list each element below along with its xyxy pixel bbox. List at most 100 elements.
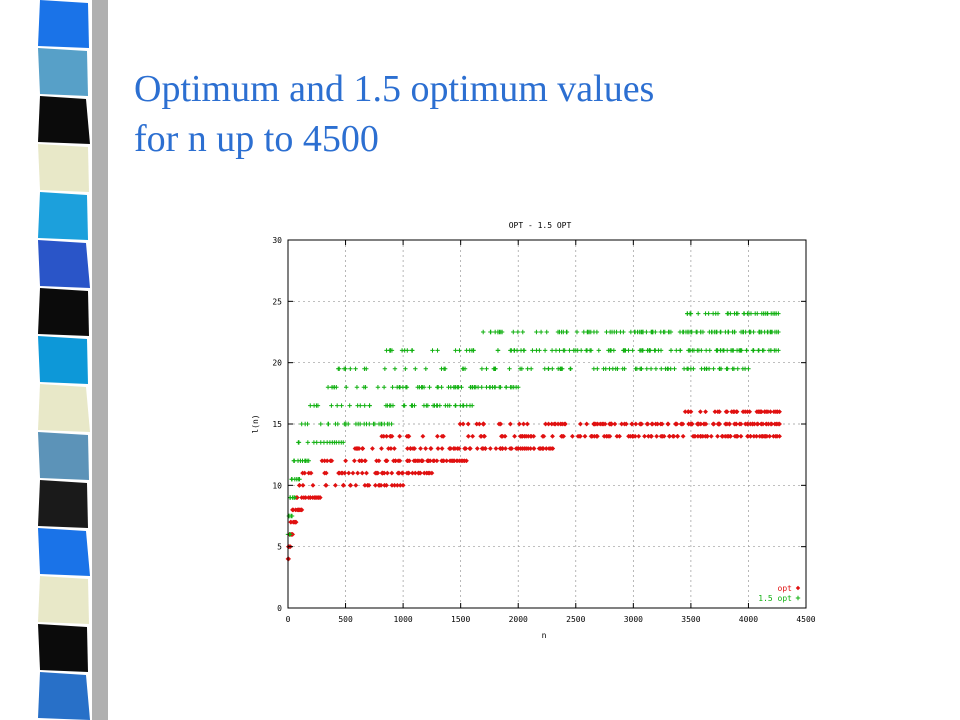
opt-1-5-point	[724, 366, 729, 371]
opt-1-5-point	[318, 421, 323, 427]
opt-1-5-point	[530, 348, 535, 353]
opt-1-5-point	[674, 348, 679, 353]
opt-point	[601, 433, 607, 439]
opt-1-5-point	[561, 348, 566, 353]
opt-point	[474, 421, 480, 427]
opt-point	[569, 433, 575, 439]
opt-point	[322, 458, 328, 464]
opt-1-5-point	[574, 329, 580, 335]
opt-point	[427, 458, 433, 464]
y-axis-label: l(n)	[251, 414, 260, 433]
y-tick-label: 10	[272, 481, 282, 490]
opt-1-5-point	[659, 366, 664, 371]
opt-point	[323, 482, 329, 488]
opt-point	[649, 421, 655, 427]
opt-1-5-point	[578, 348, 584, 353]
opt-1-5-point	[459, 385, 464, 390]
opt-1-5-point	[591, 366, 597, 371]
opt-point	[310, 482, 316, 488]
opt-point	[607, 433, 613, 439]
opt-1-5-point	[382, 366, 388, 371]
opt-point	[523, 433, 529, 439]
opt-point	[688, 421, 694, 427]
opt-point	[457, 421, 463, 427]
opt-point	[467, 446, 473, 452]
opt-1-5-point	[549, 348, 555, 353]
opt-1-5-point	[640, 329, 646, 335]
y-tick-label: 5	[277, 543, 282, 552]
opt-1-5-point	[362, 421, 367, 427]
opt-point	[561, 421, 567, 427]
opt-1-5-point	[756, 348, 761, 353]
opt-point	[531, 446, 537, 452]
opt-point	[423, 446, 429, 452]
opt-point	[286, 556, 292, 562]
opt-point	[428, 446, 434, 452]
opt-1-5-point	[559, 329, 564, 335]
opt-1-5-point	[776, 329, 781, 335]
opt-1-5-point	[564, 329, 570, 335]
opt-point	[462, 446, 468, 452]
opt-point	[299, 507, 305, 513]
opt-point	[584, 421, 590, 427]
opt-1-5-point	[639, 366, 644, 371]
opt-1-5-point	[755, 311, 760, 316]
opt-1-5-point	[746, 366, 751, 371]
opt-point	[470, 433, 476, 439]
decorative-stripe	[38, 144, 89, 192]
opt-point	[507, 421, 513, 427]
opt-point	[400, 470, 406, 476]
opt-point	[412, 446, 418, 452]
opt-1-5-point	[487, 385, 493, 390]
opt-1-5-point	[728, 311, 733, 316]
opt-point	[659, 433, 665, 439]
opt-1-5-point	[430, 348, 435, 353]
opt-1-5-point	[427, 385, 432, 390]
opt-1-5-point	[336, 366, 341, 371]
opt-1-5-point	[689, 329, 694, 335]
x-tick-label: 500	[338, 615, 353, 624]
opt-point	[435, 446, 441, 452]
opt-point	[642, 433, 648, 439]
opt-1-5-point	[453, 348, 458, 353]
opt-1-5-point	[628, 329, 634, 335]
opt-point	[751, 433, 757, 439]
decorative-stripe	[38, 96, 90, 144]
opt-1-5-point	[346, 421, 351, 427]
opt-1-5-point	[437, 403, 443, 408]
opt-1-5-point	[706, 311, 711, 316]
opt-point	[369, 446, 375, 452]
opt-1-5-point	[341, 440, 346, 445]
opt-1-5-point	[353, 366, 358, 371]
opt-point	[355, 470, 361, 476]
opt-1-5-point	[613, 366, 618, 371]
opt-1-5-point	[435, 348, 440, 353]
opt-point	[317, 495, 323, 501]
opt-1-5-point	[732, 329, 737, 335]
opt-point	[480, 421, 486, 427]
opt-1-5-point	[305, 440, 311, 445]
opt-1-5-point	[509, 348, 514, 353]
opt-1-5-point	[608, 348, 614, 353]
opt-point	[343, 458, 349, 464]
opt-point	[375, 470, 381, 476]
opt-1-5-point	[743, 329, 748, 335]
opt-point	[777, 433, 783, 439]
opt-point	[493, 446, 499, 452]
opt-point	[300, 470, 306, 476]
opt-1-5-point	[415, 385, 420, 390]
opt-point	[412, 458, 418, 464]
opt-1-5-point	[603, 366, 608, 371]
opt-1-5-point	[626, 348, 631, 353]
opt-point	[359, 446, 365, 452]
opt-point	[540, 433, 546, 439]
opt-point	[715, 433, 721, 439]
opt-point	[629, 421, 635, 427]
opt-1-5-point	[521, 348, 527, 353]
opt-point	[346, 470, 352, 476]
opt-point	[698, 433, 704, 439]
opt-point	[332, 482, 338, 488]
decorative-stripe	[38, 576, 89, 624]
opt-1-5-point	[568, 366, 573, 371]
opt-1-5-point	[296, 440, 301, 445]
